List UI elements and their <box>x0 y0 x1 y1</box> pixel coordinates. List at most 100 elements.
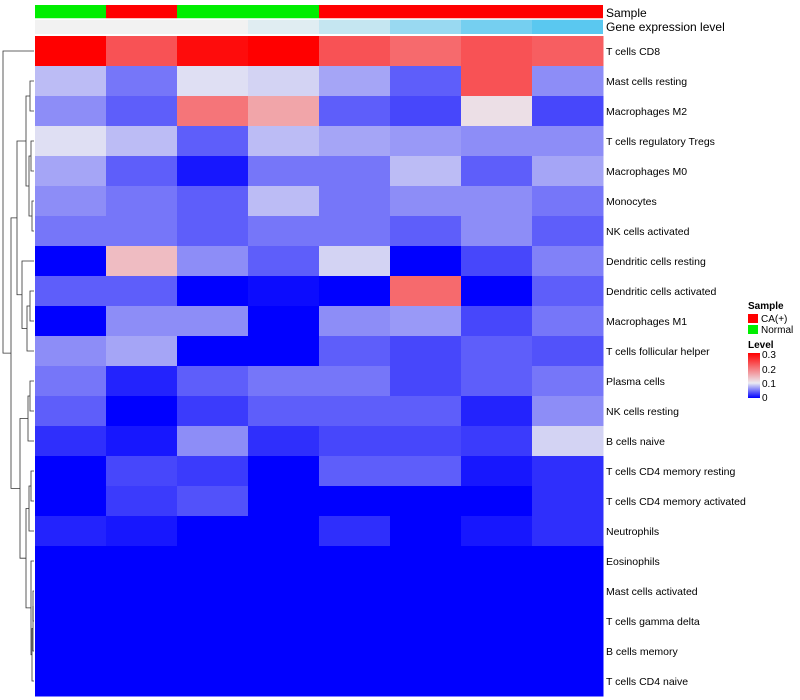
sample-annotation-cell <box>532 5 603 19</box>
heatmap-cell <box>319 666 391 697</box>
heatmap-cell <box>248 486 320 517</box>
legend-level-tick-0-3: 0.3 <box>762 350 776 361</box>
heatmap-cell <box>35 606 107 637</box>
heatmap-cell <box>390 186 462 217</box>
heatmap-cell <box>461 576 533 607</box>
heatmap-cell <box>177 156 249 187</box>
heatmap-cell <box>532 336 604 367</box>
heatmap-cell <box>390 156 462 187</box>
annotation-label-sample: Sample <box>606 6 647 20</box>
heatmap-cell <box>461 276 533 307</box>
legend-level-tick-0: 0 <box>762 393 768 404</box>
heatmap-cell <box>248 246 320 277</box>
heatmap-cell <box>248 336 320 367</box>
heatmap-cell <box>532 636 604 667</box>
dendrogram-branch <box>31 200 34 232</box>
heatmap-cell <box>390 546 462 577</box>
heatmap-cell <box>461 96 533 127</box>
legend-sample-title: Sample <box>748 301 784 312</box>
sample-annotation-cell <box>248 5 319 19</box>
sample-annotation-cell <box>390 5 461 19</box>
heatmap-cell <box>461 216 533 247</box>
heatmap-cell <box>177 606 249 637</box>
legend: Sample CA(+) Normal Level 0.3 0.2 0.1 0 <box>748 301 793 404</box>
heatmap-cell <box>319 186 391 217</box>
row-label-monocytes: Monocytes <box>606 196 657 208</box>
heatmap-cell <box>106 186 178 217</box>
heatmap-cell <box>319 366 391 397</box>
row-label-mast-cells-activated: Mast cells activated <box>606 586 698 598</box>
heatmap-cell <box>319 336 391 367</box>
annotation-labels: Sample Gene expression level <box>606 6 725 34</box>
row-label-eosinophils: Eosinophils <box>606 556 660 568</box>
heatmap-cell <box>319 216 391 247</box>
heatmap-cell <box>319 546 391 577</box>
heatmap-cell <box>461 396 533 427</box>
heatmap-cell <box>532 66 604 97</box>
heatmap-cell <box>248 396 320 427</box>
heatmap-cell <box>532 456 604 487</box>
heatmap-cell <box>532 396 604 427</box>
heatmap-cell <box>319 636 391 667</box>
heatmap-cell <box>532 246 604 277</box>
heatmap-cell <box>35 216 107 247</box>
heatmap-cell <box>35 336 107 367</box>
legend-label-normal: Normal <box>761 325 793 336</box>
heatmap-cell <box>390 636 462 667</box>
heatmap-cell <box>106 36 178 67</box>
heatmap-cell <box>532 126 604 157</box>
heatmap-cell <box>248 576 320 607</box>
heatmap-cell <box>532 96 604 127</box>
dendrogram-branch <box>32 606 34 652</box>
heatmap-cell <box>106 396 178 427</box>
gene-expression-annotation-cell <box>390 19 461 34</box>
heatmap-cell <box>106 276 178 307</box>
heatmap-cell <box>390 666 462 697</box>
heatmap-cell <box>461 516 533 547</box>
heatmap-cell <box>35 366 107 397</box>
heatmap-cell <box>106 156 178 187</box>
heatmap-cell <box>35 456 107 487</box>
heatmap-cell <box>532 666 604 697</box>
heatmap-cell <box>35 636 107 667</box>
heatmap-cell <box>248 96 320 127</box>
heatmap-cell <box>461 456 533 487</box>
heatmap-cell <box>319 486 391 517</box>
heatmap-cell <box>390 426 462 457</box>
row-label-nk-cells-resting: NK cells resting <box>606 406 679 418</box>
heatmap-cell <box>177 516 249 547</box>
heatmap-cell <box>106 126 178 157</box>
heatmap-cell <box>390 216 462 247</box>
heatmap-cell <box>390 246 462 277</box>
heatmap-cell <box>319 306 391 337</box>
heatmap-cell <box>177 366 249 397</box>
heatmap-cell <box>248 186 320 217</box>
row-label-b-cells-memory: B cells memory <box>606 646 679 658</box>
dendrogram-branch <box>27 395 34 442</box>
gene-expression-annotation-cell <box>461 19 532 34</box>
dendrogram-branch <box>10 217 20 489</box>
heatmap-cell <box>461 336 533 367</box>
heatmap-cell <box>532 276 604 307</box>
heatmap-cell <box>461 66 533 97</box>
heatmap-cell <box>390 606 462 637</box>
legend-label-ca-plus: CA(+) <box>761 314 787 325</box>
sample-annotation-cell <box>35 5 106 19</box>
gene-expression-annotation-cell <box>319 19 390 34</box>
row-label-dendritic-cells-resting: Dendritic cells resting <box>606 256 706 268</box>
heatmap-cell <box>532 156 604 187</box>
heatmap-cell <box>248 426 320 457</box>
heatmap-cell <box>106 546 178 577</box>
heatmap-cell <box>248 216 320 247</box>
heatmap-cell <box>106 486 178 517</box>
dendrogram-branch <box>26 305 34 352</box>
heatmap-cell <box>35 306 107 337</box>
heatmap-cell <box>177 96 249 127</box>
heatmap-cell <box>248 606 320 637</box>
heatmap-cell <box>177 66 249 97</box>
dendrogram-branch <box>2 50 34 354</box>
gene-expression-annotation-cell <box>35 19 106 34</box>
legend-swatch-normal <box>748 325 758 334</box>
row-label-macrophages-m1: Macrophages M1 <box>606 316 687 328</box>
